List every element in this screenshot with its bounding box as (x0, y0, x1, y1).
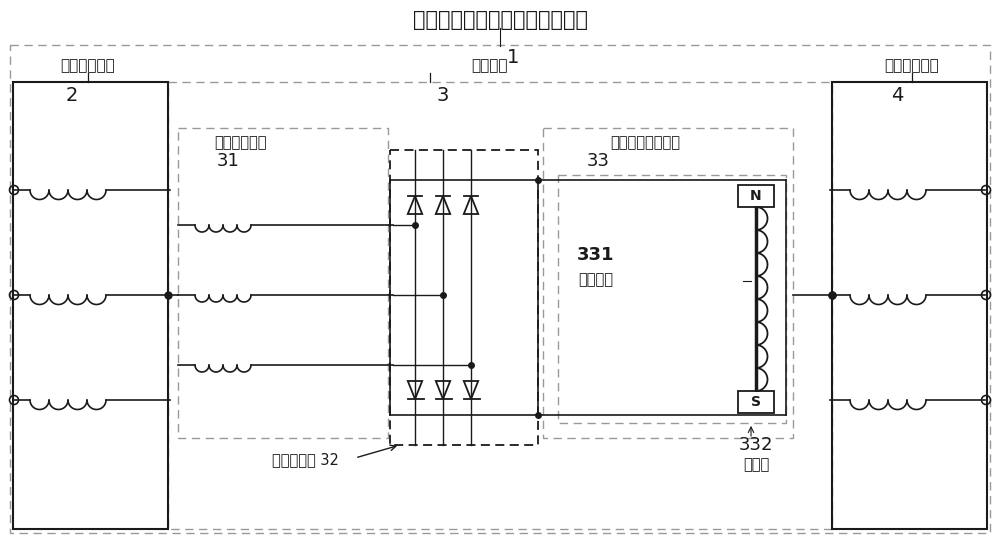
Text: S: S (751, 395, 761, 409)
Text: 直流绕组: 直流绕组 (578, 273, 614, 287)
Text: 定子功率绕组: 定子功率绕组 (885, 59, 939, 73)
Text: 1: 1 (507, 47, 519, 66)
Bar (13, 82, 168, 529)
Text: 定子励磁绕组: 定子励磁绕组 (61, 59, 115, 73)
Text: 331: 331 (577, 246, 615, 264)
Text: 3: 3 (436, 85, 448, 104)
Bar (390, 150, 538, 445)
Text: N: N (750, 189, 762, 203)
Bar (543, 128, 793, 438)
Bar (10, 45, 990, 533)
Text: 31: 31 (217, 152, 239, 170)
Text: 永磁体: 永磁体 (743, 458, 769, 472)
Text: 转子励磁绕组: 转子励磁绕组 (214, 136, 266, 150)
Bar (178, 128, 388, 438)
Text: 33: 33 (586, 152, 610, 170)
Bar (738, 391, 774, 413)
Text: 无刷交流复合励磁无刷直流电机: 无刷交流复合励磁无刷直流电机 (413, 10, 588, 30)
Text: 4: 4 (891, 85, 903, 104)
Text: 电机转子: 电机转子 (472, 59, 508, 73)
Bar (558, 175, 786, 423)
Text: 转子功率励磁单元: 转子功率励磁单元 (610, 136, 680, 150)
Text: 2: 2 (66, 85, 78, 104)
Text: 旋转整流器 32: 旋转整流器 32 (272, 452, 339, 468)
Bar (738, 185, 774, 207)
Bar (168, 82, 832, 529)
Bar (832, 82, 987, 529)
Text: 332: 332 (739, 436, 773, 454)
